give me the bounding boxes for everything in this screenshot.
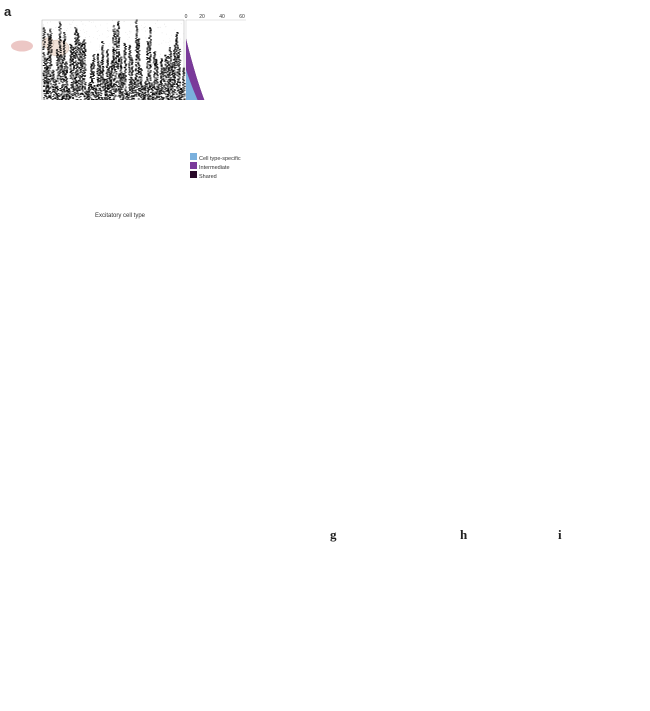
svg-text:0: 0	[185, 14, 188, 20]
svg-text:40: 40	[219, 14, 225, 20]
svg-text:60: 60	[239, 14, 245, 20]
svg-text:20: 20	[199, 14, 205, 20]
